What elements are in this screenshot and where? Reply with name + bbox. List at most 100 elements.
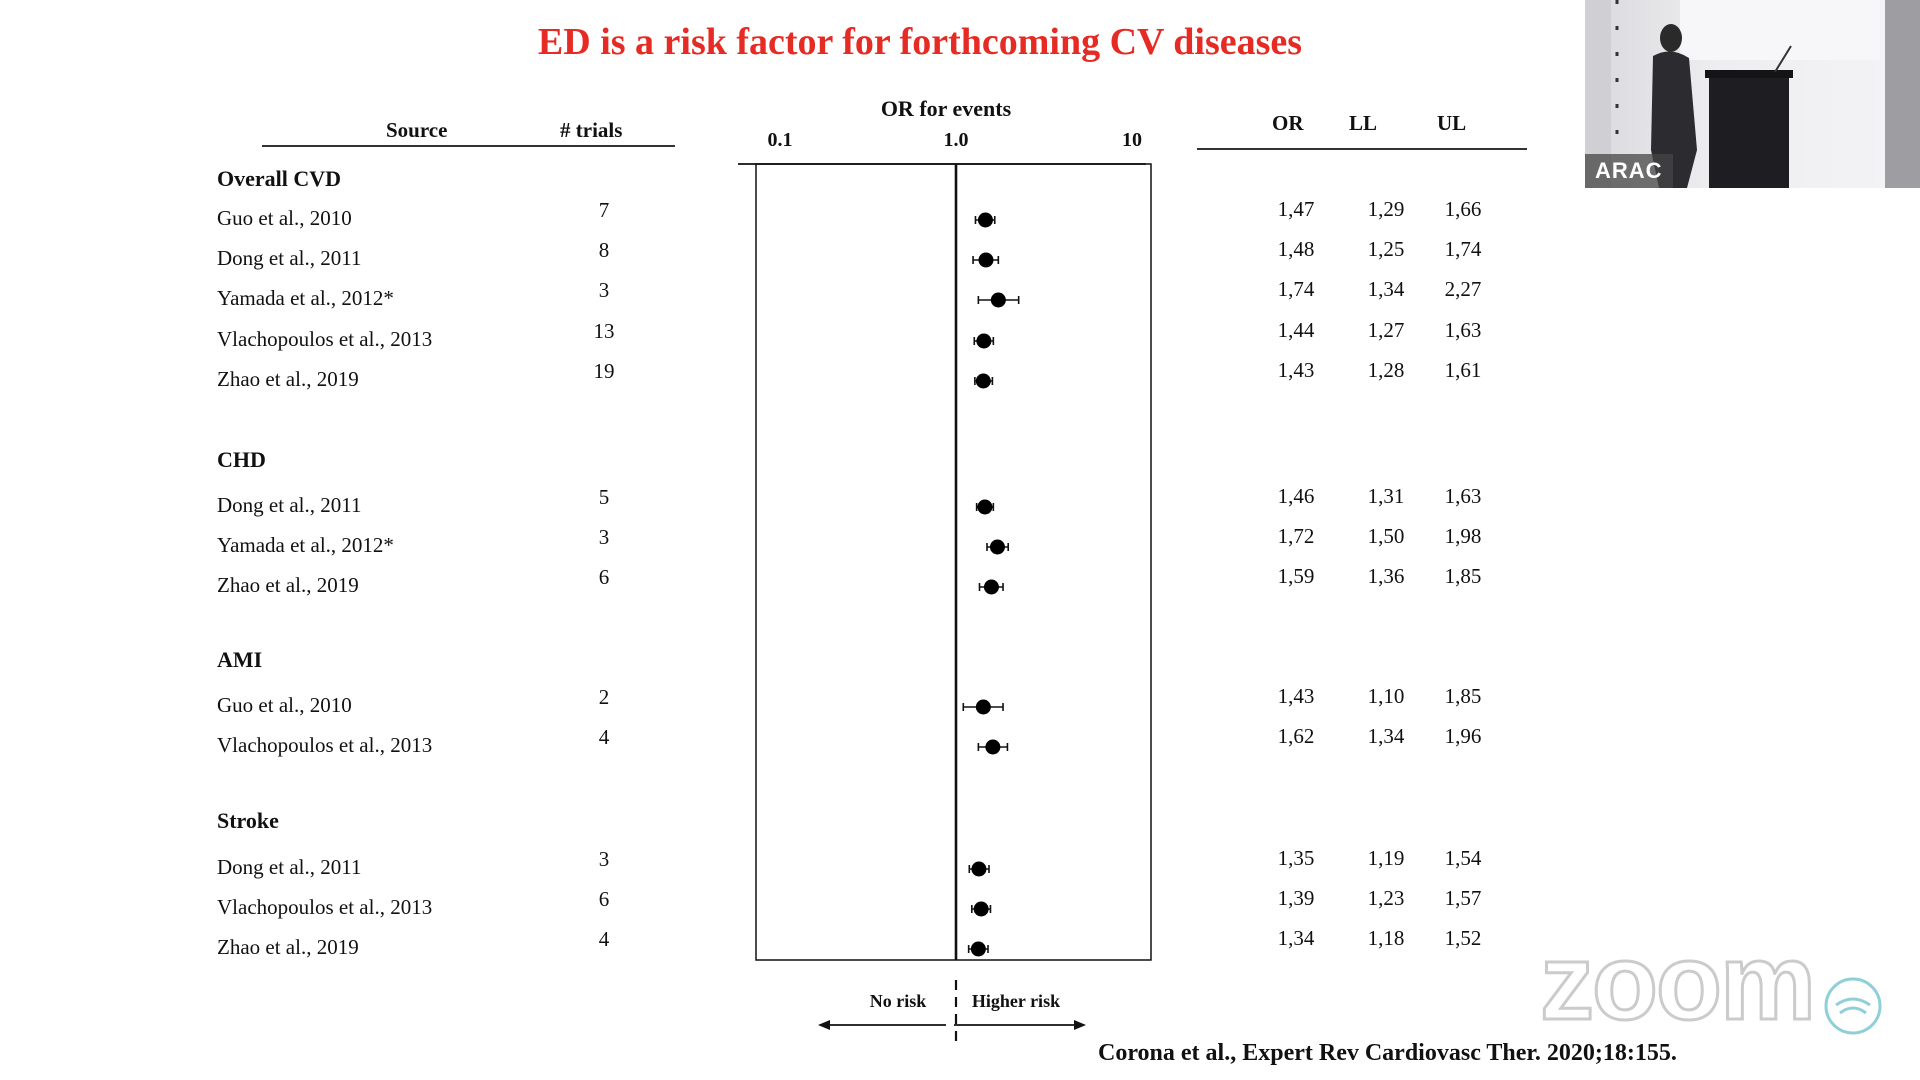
study-or: 1,43 <box>1277 358 1315 382</box>
study-trials: 8 <box>598 238 610 262</box>
study-ll: 1,36 <box>1367 564 1405 588</box>
study-or: 1,35 <box>1277 846 1315 870</box>
study-trials: 5 <box>598 485 610 509</box>
speaker-video-tile[interactable]: ARAC <box>1585 0 1920 188</box>
study-ll: 1,19 <box>1367 846 1405 870</box>
study-source: Guo et al., 2010 <box>217 693 352 717</box>
study-source: Vlachopoulos et al., 2013 <box>217 327 433 351</box>
study-trials: 2 <box>598 685 610 709</box>
right-header-rule <box>1197 148 1527 150</box>
study-source: Zhao et al., 2019 <box>217 935 359 959</box>
study-source: Zhao et al., 2019 <box>217 367 359 391</box>
study-source: Dong et al., 2011 <box>217 855 362 879</box>
study-trials: 4 <box>598 927 610 951</box>
study-ul: 2,27 <box>1444 277 1482 301</box>
study-ll: 1,27 <box>1367 318 1405 342</box>
plot-frame <box>755 163 1152 961</box>
group-heading: AMI <box>217 647 263 672</box>
slide-title: ED is a risk factor for forthcoming CV d… <box>537 21 1303 63</box>
or-point <box>975 373 991 389</box>
study-trials: 6 <box>598 887 610 911</box>
study-trials: 3 <box>598 847 610 871</box>
study-ll: 1,34 <box>1367 277 1405 301</box>
study-source: Dong et al., 2011 <box>217 493 362 517</box>
zoom-watermark: zoom <box>1539 921 1818 1042</box>
study-trials: 3 <box>598 525 610 549</box>
study-trials: 13 <box>593 319 615 343</box>
study-ll: 1,50 <box>1367 524 1405 548</box>
study-trials: 6 <box>598 565 610 589</box>
higher-risk-label: Higher risk <box>972 991 1060 1011</box>
study-source: Vlachopoulos et al., 2013 <box>217 895 433 919</box>
study-ul: 1,85 <box>1444 684 1482 708</box>
or-point <box>971 861 987 877</box>
study-trials: 19 <box>593 359 615 383</box>
study-ll: 1,28 <box>1367 358 1405 382</box>
no-risk-label: No risk <box>870 991 927 1011</box>
or-point <box>983 579 999 595</box>
or-point <box>990 292 1006 308</box>
study-ul: 1,52 <box>1444 926 1482 950</box>
study-or: 1,43 <box>1277 684 1315 708</box>
study-trials: 7 <box>598 198 610 222</box>
study-ul: 1,63 <box>1444 484 1482 508</box>
or-point <box>976 333 992 349</box>
study-ul: 1,63 <box>1444 318 1482 342</box>
study-or: 1,62 <box>1277 724 1315 748</box>
study-ul: 1,85 <box>1444 564 1482 588</box>
study-or: 1,44 <box>1277 318 1315 342</box>
axis-tick-label: 0.1 <box>768 129 793 151</box>
study-source: Yamada et al., 2012* <box>217 286 394 310</box>
or-point <box>975 699 991 715</box>
study-or: 1,39 <box>1277 886 1315 910</box>
study-ll: 1,31 <box>1367 484 1405 508</box>
trials-column-header: # trials <box>560 118 623 142</box>
or-point <box>977 212 993 228</box>
no-risk-arrowhead <box>818 1020 830 1030</box>
study-ul: 1,74 <box>1444 237 1482 261</box>
or-point <box>978 252 994 268</box>
study-ll: 1,25 <box>1367 237 1405 261</box>
study-or: 1,48 <box>1277 237 1315 261</box>
study-or: 1,46 <box>1277 484 1315 508</box>
study-ul: 1,61 <box>1444 358 1482 382</box>
study-ul: 1,66 <box>1444 197 1482 221</box>
study-source: Yamada et al., 2012* <box>217 533 394 557</box>
or-point <box>970 941 986 957</box>
group-heading: Stroke <box>217 808 279 833</box>
study-source: Vlachopoulos et al., 2013 <box>217 733 433 757</box>
axis-tick-label: 10 <box>1122 129 1142 151</box>
study-ll: 1,29 <box>1367 197 1405 221</box>
or-column-header: OR <box>1272 111 1304 135</box>
study-or: 1,72 <box>1277 524 1315 548</box>
or-point <box>989 539 1005 555</box>
ul-column-header: UL <box>1437 111 1467 135</box>
ll-column-header: LL <box>1349 111 1378 135</box>
study-trials: 4 <box>598 725 610 749</box>
source-column-header: Source <box>386 118 448 142</box>
study-source: Dong et al., 2011 <box>217 246 362 270</box>
or-point <box>985 739 1001 755</box>
left-header-rule <box>262 145 675 147</box>
study-trials: 3 <box>598 278 610 302</box>
axis-tick-label: 1.0 <box>944 129 969 151</box>
higher-risk-arrowhead <box>1074 1020 1086 1030</box>
study-ll: 1,23 <box>1367 886 1405 910</box>
study-or: 1,74 <box>1277 277 1315 301</box>
citation: Corona et al., Expert Rev Cardiovasc The… <box>1098 1040 1677 1066</box>
group-heading: CHD <box>217 447 266 472</box>
group-heading: Overall CVD <box>217 166 342 191</box>
study-ul: 1,96 <box>1444 724 1482 748</box>
study-or: 1,34 <box>1277 926 1315 950</box>
study-or: 1,59 <box>1277 564 1315 588</box>
study-ll: 1,18 <box>1367 926 1405 950</box>
or-point <box>977 499 993 515</box>
study-ll: 1,34 <box>1367 724 1405 748</box>
forest-plot: OR for events 0.1 1.0 10 No risk Higher ri… <box>738 96 1152 1048</box>
study-ul: 1,54 <box>1444 846 1482 870</box>
study-or: 1,47 <box>1277 197 1315 221</box>
conference-logo-icon <box>1824 977 1882 1035</box>
study-ul: 1,98 <box>1444 524 1482 548</box>
study-source: Guo et al., 2010 <box>217 206 352 230</box>
axis-title: OR for events <box>881 96 1012 121</box>
